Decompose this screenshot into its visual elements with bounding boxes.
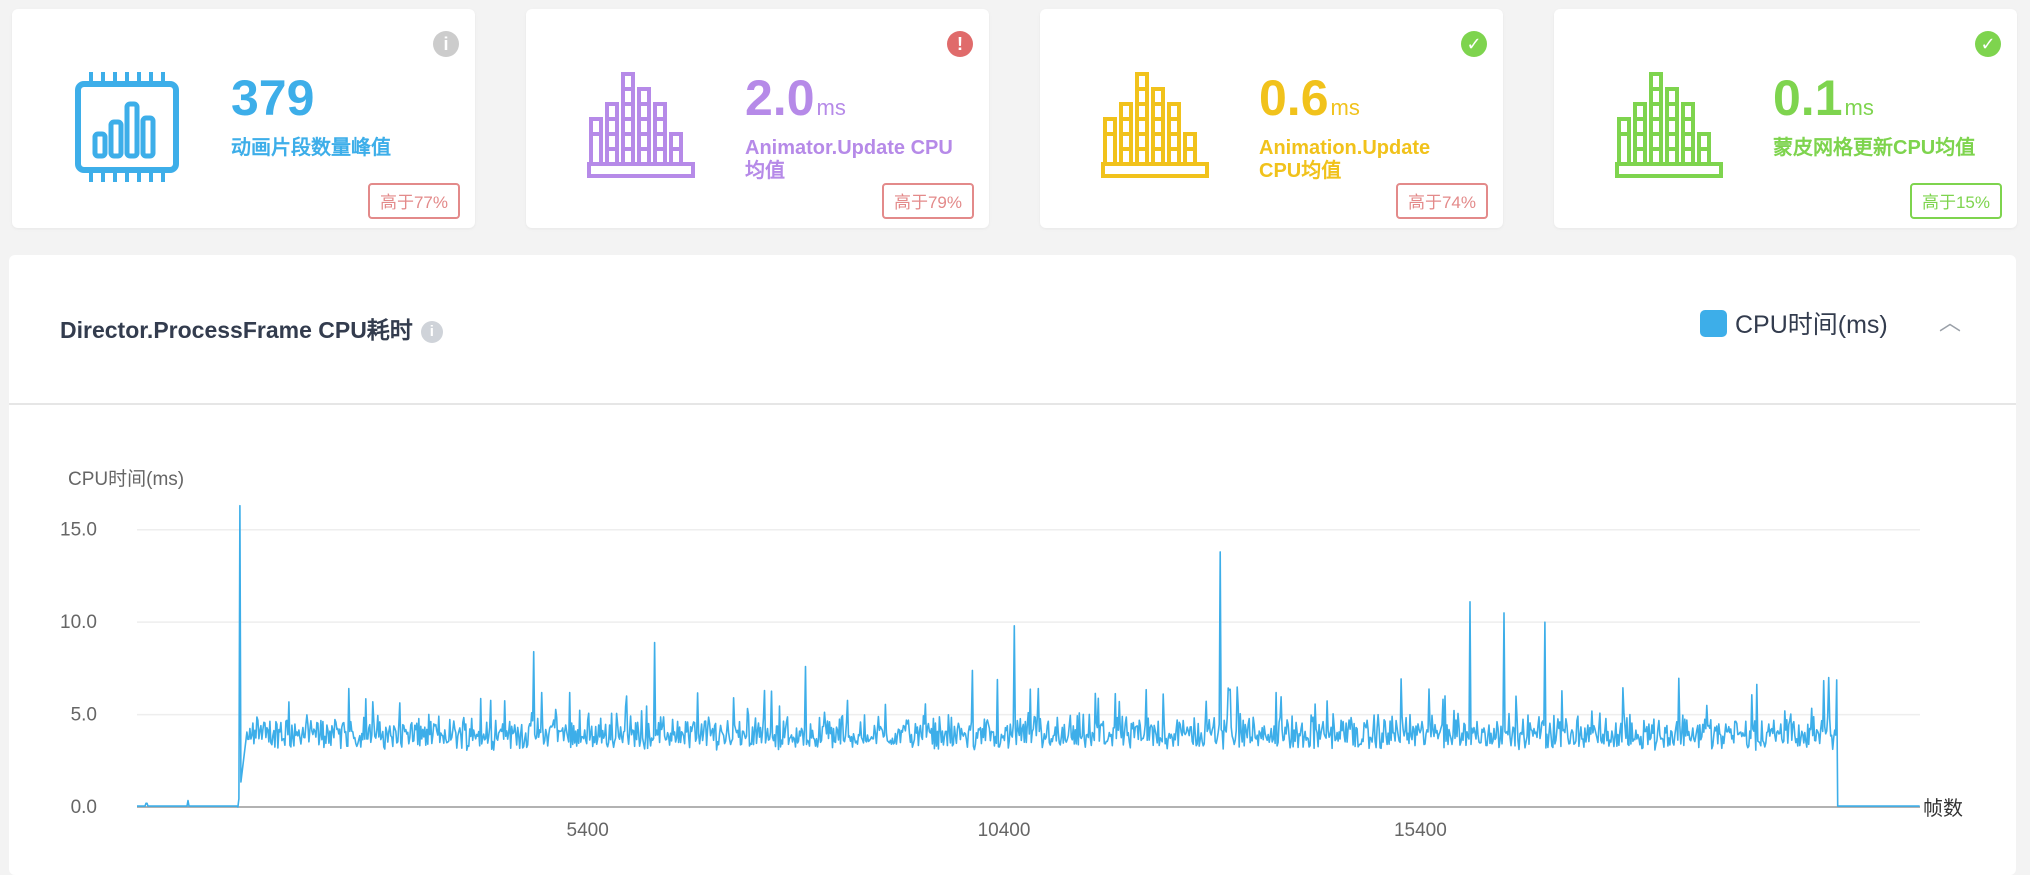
check-icon[interactable]: ✓	[1975, 31, 2001, 57]
metric-label: Animation.Update CPU均值	[1259, 137, 1431, 182]
metric-value: 0.1	[1773, 70, 1843, 126]
comparison-badge: 高于79%	[881, 183, 974, 219]
comparison-badge: 高于15%	[1909, 183, 2002, 219]
info-icon[interactable]: i	[420, 321, 443, 343]
metric-unit: ms	[1330, 95, 1360, 120]
x-tick-label: 15400	[1394, 820, 1447, 841]
metric-value: 0.6	[1259, 70, 1329, 126]
y-tick-label: 10.0	[60, 612, 97, 633]
chip-chart-icon	[75, 72, 179, 182]
info-icon[interactable]: i	[433, 31, 459, 57]
chevron-up-icon[interactable]: ︿	[1939, 310, 1962, 335]
metric-label: 蒙皮网格更新CPU均值	[1773, 137, 1976, 159]
legend-label: CPU时间(ms)	[1735, 311, 1888, 339]
y-tick-label: 5.0	[71, 705, 97, 726]
metric-unit: ms	[1844, 95, 1874, 120]
bar-chart-icon	[587, 72, 695, 178]
metric-card-skinned-mesh: 0.1ms 蒙皮网格更新CPU均值 ✓ 高于15%	[1554, 9, 2017, 228]
x-tick-label: 10400	[978, 820, 1031, 841]
error-icon[interactable]: !	[947, 31, 973, 57]
divider	[9, 403, 2016, 405]
metric-card-clips: 379 动画片段数量峰值 i 高于77%	[12, 9, 475, 228]
y-tick-label: 15.0	[60, 520, 97, 541]
y-axis-title: CPU时间(ms)	[68, 468, 184, 490]
series-line	[137, 504, 1920, 808]
metric-card-animation: 0.6ms Animation.Update CPU均值 ✓ 高于74%	[1040, 9, 1503, 228]
legend-swatch	[1700, 309, 1727, 337]
check-icon[interactable]: ✓	[1461, 31, 1487, 57]
metric-card-animator: 2.0ms Animator.Update CPU均值 ! 高于79%	[526, 9, 989, 228]
comparison-badge: 高于77%	[367, 183, 460, 219]
legend-item[interactable]: CPU时间(ms)	[1700, 305, 1888, 341]
bar-chart-icon	[1101, 72, 1209, 178]
metric-unit: ms	[816, 95, 846, 120]
panel-title: Director.ProcessFrame CPU耗时	[60, 317, 413, 343]
x-tick-label: 5400	[567, 820, 609, 841]
x-axis-title: 帧数	[1923, 797, 1963, 820]
chart-panel: Director.ProcessFrame CPU耗时 i CPU时间(ms) ︿…	[9, 255, 2016, 875]
metric-label: 动画片段数量峰值	[231, 137, 391, 159]
bar-chart-icon	[1615, 72, 1723, 178]
metric-value: 2.0	[745, 70, 815, 126]
cpu-time-line-chart: 0.0 5.0 10.0 15.0 5400 10400 15400 CPU时间(ms) 帧数	[60, 468, 1963, 841]
metric-value: 379	[231, 70, 315, 126]
metric-label: Animator.Update CPU均值	[745, 137, 953, 182]
comparison-badge: 高于74%	[1395, 183, 1488, 219]
y-tick-label: 0.0	[71, 797, 97, 818]
